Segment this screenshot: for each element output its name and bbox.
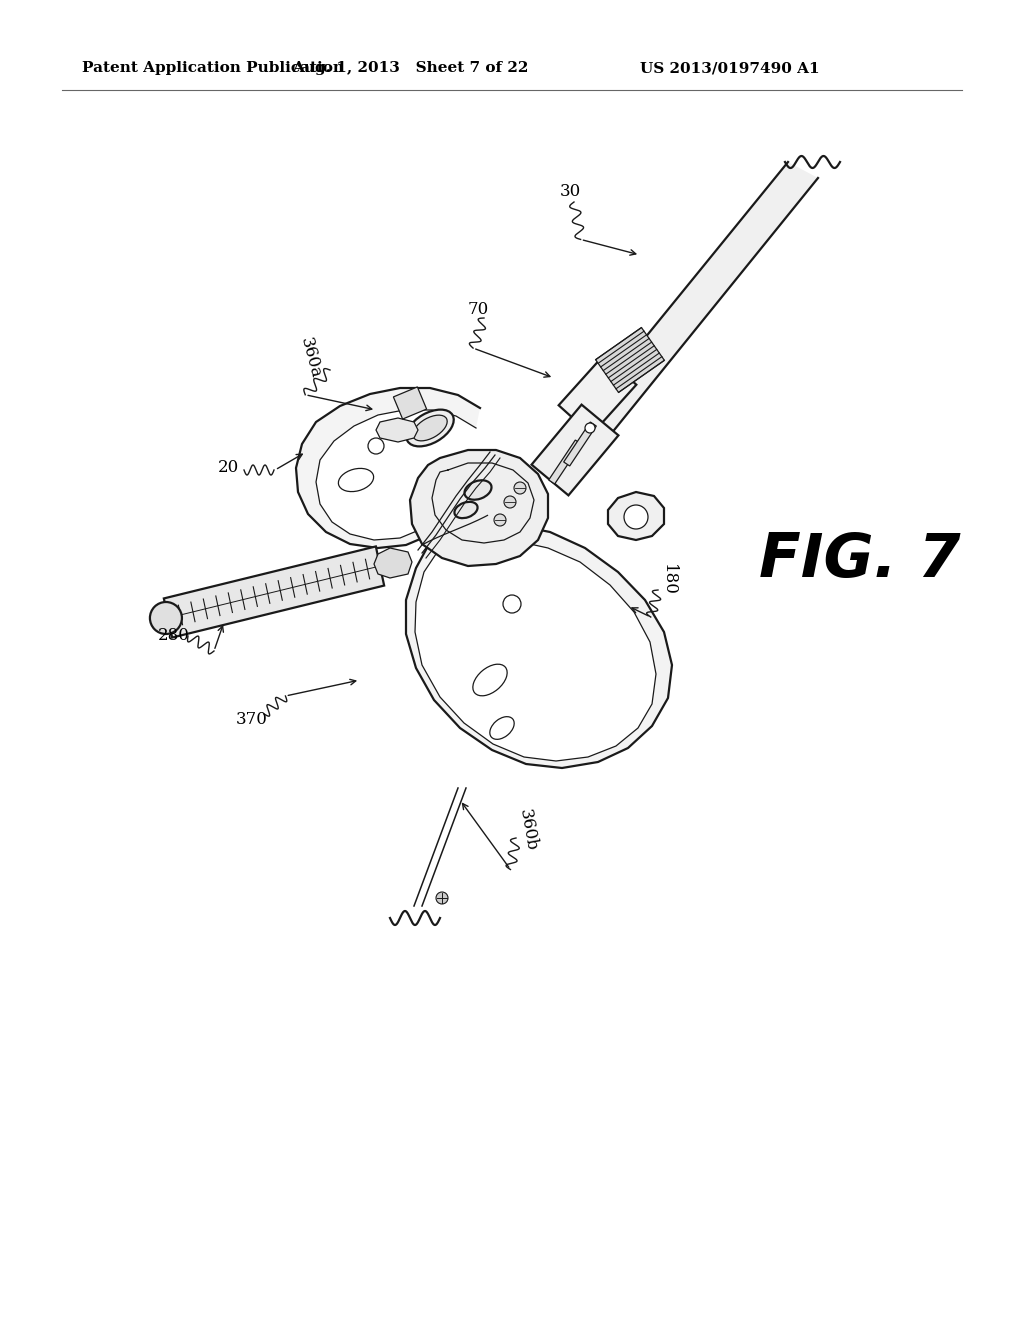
Text: US 2013/0197490 A1: US 2013/0197490 A1	[640, 61, 820, 75]
Circle shape	[503, 595, 521, 612]
Polygon shape	[549, 440, 582, 484]
Ellipse shape	[413, 416, 447, 441]
Polygon shape	[374, 548, 412, 578]
Polygon shape	[563, 422, 596, 466]
Ellipse shape	[455, 502, 477, 519]
Circle shape	[494, 513, 506, 525]
Ellipse shape	[473, 664, 507, 696]
Polygon shape	[410, 450, 548, 566]
Ellipse shape	[465, 480, 492, 500]
Polygon shape	[164, 546, 384, 638]
Circle shape	[514, 482, 526, 494]
Text: 360b: 360b	[516, 808, 540, 853]
Circle shape	[150, 602, 182, 634]
Polygon shape	[559, 355, 636, 434]
Text: 70: 70	[467, 301, 488, 318]
Ellipse shape	[489, 717, 514, 739]
Polygon shape	[596, 327, 665, 392]
Text: 360a: 360a	[296, 335, 324, 380]
Polygon shape	[531, 405, 618, 495]
Text: Patent Application Publication: Patent Application Publication	[82, 61, 344, 75]
Text: 20: 20	[217, 459, 239, 477]
Ellipse shape	[407, 409, 454, 446]
Text: Aug. 1, 2013   Sheet 7 of 22: Aug. 1, 2013 Sheet 7 of 22	[292, 61, 528, 75]
Polygon shape	[376, 418, 418, 442]
Circle shape	[436, 892, 449, 904]
Polygon shape	[608, 492, 664, 540]
Text: 280: 280	[158, 627, 189, 644]
Polygon shape	[393, 387, 427, 418]
Circle shape	[504, 496, 516, 508]
Polygon shape	[566, 162, 818, 450]
Circle shape	[368, 438, 384, 454]
Circle shape	[624, 506, 648, 529]
Polygon shape	[296, 388, 480, 548]
Text: FIG. 7: FIG. 7	[759, 531, 961, 590]
Polygon shape	[406, 524, 672, 768]
Text: 30: 30	[559, 183, 581, 201]
Text: 370: 370	[237, 711, 268, 729]
Ellipse shape	[338, 469, 374, 491]
Text: 180: 180	[659, 564, 677, 595]
Circle shape	[585, 422, 595, 433]
